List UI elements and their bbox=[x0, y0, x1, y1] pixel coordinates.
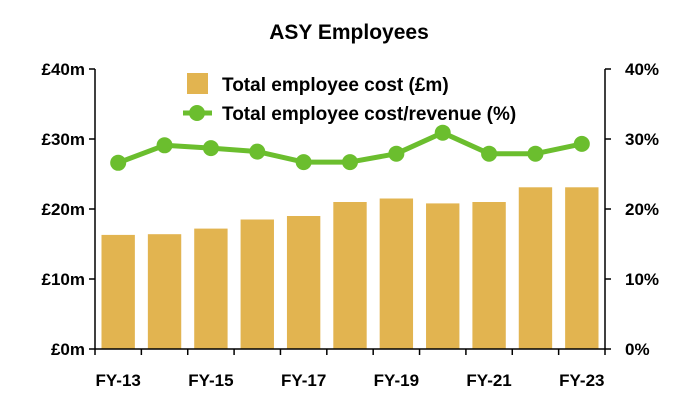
y-left-tick-label: £20m bbox=[42, 200, 85, 219]
legend-label-line: Total employee cost/revenue (%) bbox=[222, 104, 516, 125]
line-point-FY-14 bbox=[156, 137, 173, 154]
legend-swatch-marker bbox=[189, 105, 205, 121]
line-point-FY-15 bbox=[202, 140, 219, 157]
line-point-FY-16 bbox=[249, 143, 266, 160]
y-right-tick-label: 30% bbox=[625, 130, 659, 149]
x-tick-label: FY-17 bbox=[281, 371, 326, 390]
line-point-FY-23 bbox=[573, 135, 590, 152]
y-left-tick-label: £40m bbox=[42, 60, 85, 79]
bar-FY-22 bbox=[518, 187, 553, 349]
chart-title: ASY Employees bbox=[269, 21, 429, 44]
bar-FY-16 bbox=[240, 219, 274, 349]
line-point-FY-22 bbox=[527, 145, 544, 162]
bar-FY-19 bbox=[379, 198, 414, 349]
axes: £0m £10m £20m £30m £40m 0% 10% 20% 30% 40% FY-13 FY… bbox=[42, 60, 660, 390]
x-tick-label: FY-23 bbox=[559, 371, 604, 390]
line-point-FY-21 bbox=[481, 145, 498, 162]
line-series bbox=[110, 124, 590, 171]
y-right-tick-label: 20% bbox=[625, 200, 659, 219]
line-point-FY-13 bbox=[110, 154, 127, 171]
y-left-tick-label: £10m bbox=[42, 270, 85, 289]
bar-FY-15 bbox=[194, 228, 228, 349]
legend-swatch-bar bbox=[187, 73, 208, 94]
bar-FY-21 bbox=[472, 202, 506, 349]
bar-FY-20 bbox=[426, 203, 460, 349]
line-point-FY-18 bbox=[342, 154, 358, 171]
y-right-tick-label: 10% bbox=[625, 270, 659, 289]
y-left-tick-label: £0m bbox=[51, 340, 85, 359]
y-right-tick-label: 40% bbox=[625, 60, 659, 79]
bar-FY-17 bbox=[286, 216, 321, 349]
line-point-FY-20 bbox=[434, 124, 451, 141]
bar-FY-14 bbox=[147, 234, 182, 349]
legend: Total employee cost (£m) Total employee … bbox=[183, 73, 516, 125]
legend-label-bar: Total employee cost (£m) bbox=[222, 75, 449, 96]
bar-FY-13 bbox=[101, 234, 135, 349]
x-tick-label: FY-13 bbox=[96, 371, 141, 390]
x-tick-label: FY-15 bbox=[188, 371, 233, 390]
line-point-FY-19 bbox=[388, 145, 405, 162]
x-tick-label: FY-21 bbox=[466, 371, 511, 390]
bar-series bbox=[101, 187, 599, 349]
bar-FY-23 bbox=[565, 187, 599, 349]
bar-FY-18 bbox=[333, 202, 367, 349]
y-left-tick-label: £30m bbox=[42, 130, 85, 149]
y-right-tick-label: 0% bbox=[625, 340, 650, 359]
x-tick-label: FY-19 bbox=[374, 371, 419, 390]
line-point-FY-17 bbox=[295, 154, 312, 171]
